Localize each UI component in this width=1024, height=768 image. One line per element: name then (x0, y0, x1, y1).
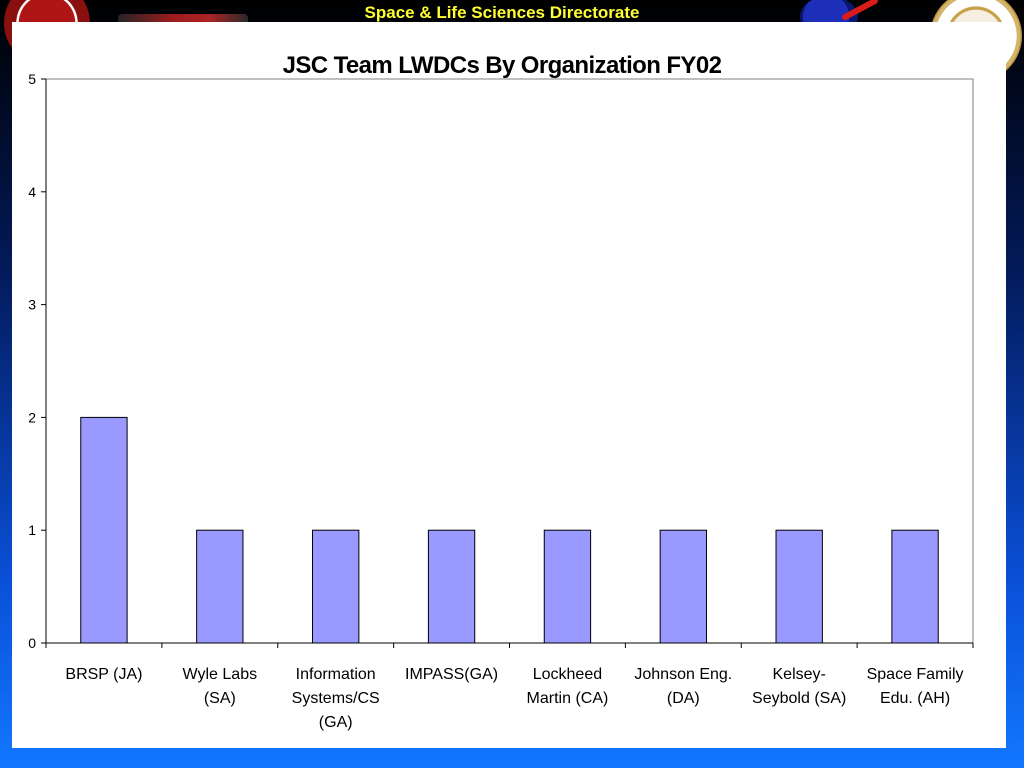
y-tick-label: 2 (28, 409, 36, 425)
y-tick-label: 3 (28, 297, 36, 313)
x-category-label-line: Edu. (AH) (880, 690, 950, 707)
plot-area: 0 1 2 3 4 5 BRSP (JA) Wyle Labs (SA) Information S… (28, 71, 974, 731)
directorate-title: Space & Life Sciences Directorate (364, 3, 640, 22)
bar-6 (659, 529, 707, 644)
bar-2 (196, 529, 244, 644)
bar-5 (543, 529, 592, 644)
y-tick-label: 4 (28, 184, 36, 200)
bar-1 (80, 416, 128, 644)
y-tick-label: 0 (28, 635, 36, 651)
plot-frame (45, 78, 974, 644)
x-category-label: Space Family Edu. (AH) (867, 666, 964, 707)
y-tick-label: 5 (28, 71, 36, 87)
x-category-label-line: (SA) (204, 690, 236, 707)
x-category-label-line: Systems/CS (292, 690, 380, 707)
x-category-label-line: Seybold (SA) (752, 690, 846, 707)
x-category-label-line: Space Family (867, 666, 964, 683)
bar-7 (775, 529, 823, 644)
x-category-label-line: Johnson Eng. (634, 666, 732, 683)
x-category-label-line: Martin (CA) (527, 690, 609, 707)
x-category-label: BRSP (JA) (65, 666, 142, 683)
x-category-label-line: Kelsey- (773, 666, 826, 683)
bar-8 (891, 529, 939, 644)
x-category-label-line: Wyle Labs (183, 666, 258, 683)
x-category-label-line: Information (296, 666, 376, 683)
bar-3 (312, 529, 360, 644)
x-category-label: Information Systems/CS (GA) (292, 666, 380, 731)
x-category-label-line: (GA) (319, 714, 353, 731)
x-category-label: Kelsey- Seybold (SA) (752, 666, 846, 707)
bar-4 (427, 529, 476, 644)
y-tick-label: 1 (28, 522, 36, 538)
x-category-label: IMPASS(GA) (405, 666, 498, 683)
chart-title: JSC Team LWDCs By Organization FY02 (283, 52, 722, 79)
x-category-label: Wyle Labs (SA) (183, 666, 258, 707)
x-category-label: Johnson Eng. (DA) (634, 666, 732, 707)
x-category-label: Lockheed Martin (CA) (527, 666, 609, 707)
x-category-label-line: (DA) (667, 690, 700, 707)
x-category-label-line: Lockheed (533, 666, 602, 683)
x-category-label-line: BRSP (JA) (65, 666, 142, 683)
x-category-label-line: IMPASS(GA) (405, 666, 498, 683)
